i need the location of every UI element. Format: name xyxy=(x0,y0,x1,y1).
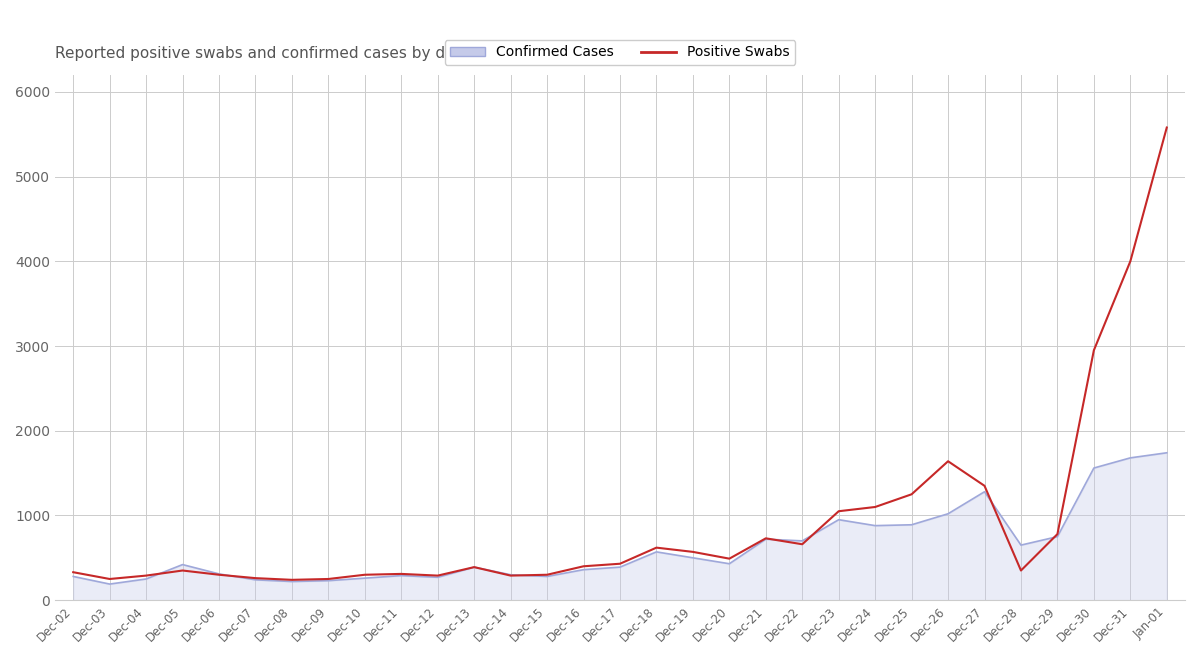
Legend: Confirmed Cases, Positive Swabs: Confirmed Cases, Positive Swabs xyxy=(444,40,796,65)
Text: Reported positive swabs and confirmed cases by date, over the past 30 days.: Reported positive swabs and confirmed ca… xyxy=(55,46,652,61)
